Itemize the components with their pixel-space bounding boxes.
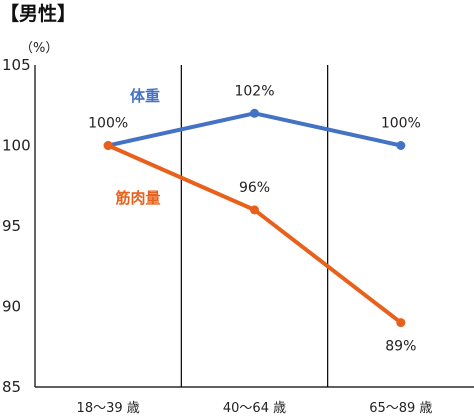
grid-layer bbox=[180, 65, 329, 387]
x-tick-label-0: 18～39 歳 bbox=[77, 401, 140, 416]
series-name-label-1: 筋肉量 bbox=[114, 189, 160, 207]
y-tick-label-105: 105 bbox=[2, 56, 31, 74]
x-tick-label-2: 65～89 歳 bbox=[369, 401, 432, 416]
y-tick-label-100: 100 bbox=[2, 137, 31, 155]
axis-layer: 85 90 95 100 105 18～39 歳 40～64 歳 65～89 歳 bbox=[2, 56, 474, 416]
chart-title: 【男性】 bbox=[0, 2, 76, 25]
series-name-label-0: 体重 bbox=[130, 87, 160, 105]
data-label-s0-2: 100% bbox=[381, 116, 421, 132]
series-layer bbox=[103, 108, 406, 328]
y-tick-label-85: 85 bbox=[2, 378, 21, 396]
series-line-1 bbox=[106, 143, 403, 325]
series-1-point-0 bbox=[103, 141, 113, 150]
x-tick-label-1: 40～64 歳 bbox=[223, 401, 286, 416]
y-tick-label-95: 95 bbox=[2, 217, 21, 235]
series-line-0 bbox=[106, 111, 403, 148]
y-axis-unit-label: （%） bbox=[20, 41, 58, 56]
series-0-point-2 bbox=[396, 141, 406, 150]
data-label-s1-2: 89% bbox=[385, 339, 416, 355]
series-1-point-1 bbox=[250, 205, 259, 215]
series-0-point-1 bbox=[250, 108, 259, 118]
data-label-s0-1: 102% bbox=[234, 83, 274, 99]
data-label-s1-1: 96% bbox=[239, 180, 270, 196]
series-1-point-2 bbox=[396, 318, 406, 328]
y-tick-label-90: 90 bbox=[2, 298, 21, 316]
data-label-s0-0: 100% bbox=[88, 116, 128, 132]
